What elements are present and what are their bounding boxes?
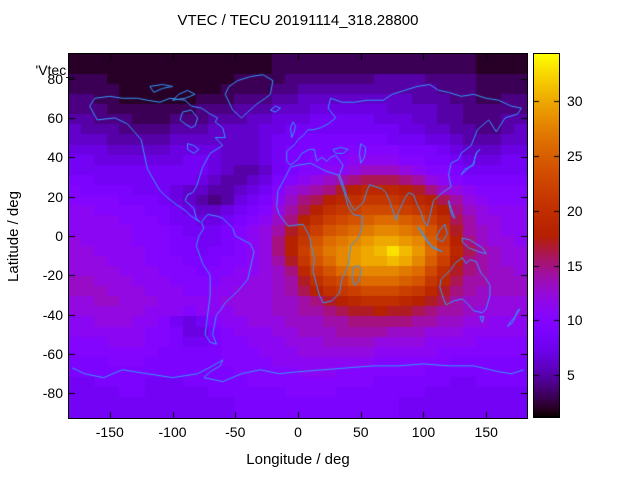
colorbar-canvas — [534, 54, 559, 417]
colorbar-tick-label: 20 — [567, 202, 583, 219]
colorbar — [533, 53, 560, 418]
x-tick-label: -150 — [95, 424, 124, 440]
colorbar-tick-label: 5 — [567, 367, 575, 384]
x-tick-label: 150 — [474, 424, 498, 440]
chart-title: VTEC / TECU 20191114_318.28800 — [177, 12, 419, 29]
x-tick-label: 50 — [352, 424, 369, 440]
y-tick-label: 80 — [47, 70, 63, 87]
colorbar-tick-label: 10 — [567, 312, 583, 329]
colorbar-tick-label: 30 — [567, 93, 583, 110]
x-axis-title: Longitude / deg — [246, 451, 350, 468]
y-tick-label: 60 — [47, 109, 63, 126]
y-tick-label: -20 — [42, 267, 63, 284]
y-tick-label: 40 — [47, 149, 63, 166]
y-tick-label: -60 — [42, 346, 63, 363]
y-tick-label: -40 — [42, 306, 63, 323]
x-tick-label: -100 — [158, 424, 187, 440]
y-tick-label: -80 — [42, 385, 63, 402]
y-tick-label: 20 — [47, 188, 63, 205]
key-label: 'Vtec_ — [35, 62, 74, 78]
x-tick-label: 0 — [294, 424, 302, 440]
heatmap-canvas — [69, 54, 527, 418]
colorbar-tick-label: 15 — [567, 257, 583, 274]
plot-area — [68, 53, 528, 419]
x-tick-label: -50 — [225, 424, 246, 440]
x-tick-label: 100 — [411, 424, 436, 440]
y-tick-label: 0 — [55, 228, 63, 244]
colorbar-tick-label: 25 — [567, 147, 583, 164]
